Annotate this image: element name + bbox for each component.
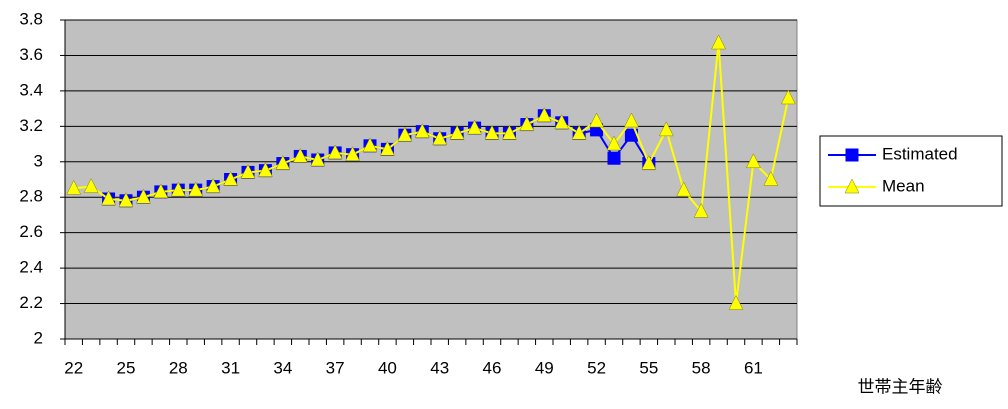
y-tick-label: 2: [34, 328, 43, 347]
marker: [83, 178, 99, 193]
x-tick-label: 58: [692, 358, 711, 377]
y-tick-label: 3.8: [19, 9, 43, 28]
x-tick-label: 55: [639, 358, 658, 377]
legend-label: Estimated: [882, 144, 958, 163]
x-tick-label: 28: [169, 358, 188, 377]
y-tick-label: 2.8: [19, 187, 43, 206]
x-tick-label: 43: [430, 358, 449, 377]
marker: [658, 121, 674, 137]
x-tick-label: 46: [483, 358, 502, 377]
legend-label: Mean: [882, 176, 925, 195]
marker: [780, 89, 796, 105]
marker: [310, 151, 326, 167]
marker: [763, 170, 779, 186]
x-tick-label: 61: [744, 358, 763, 377]
marker: [240, 163, 256, 179]
marker: [170, 181, 186, 197]
x-tick-label: 40: [378, 358, 397, 377]
marker: [484, 124, 500, 140]
x-tick-label: 22: [64, 358, 83, 377]
marker: [693, 202, 709, 218]
marker: [845, 148, 859, 162]
marker: [101, 190, 116, 206]
marker: [258, 162, 273, 177]
marker: [380, 140, 395, 156]
y-tick-label: 3.4: [19, 80, 43, 99]
marker: [607, 151, 621, 165]
marker: [676, 181, 692, 197]
marker: [449, 124, 465, 140]
marker: [624, 112, 639, 128]
legend-box: [819, 135, 1003, 207]
marker: [292, 147, 308, 163]
y-tick-label: 2.4: [19, 258, 43, 277]
marker: [746, 153, 761, 169]
marker: [66, 179, 82, 195]
marker: [345, 146, 360, 161]
x-tick-label: 52: [587, 358, 606, 377]
marker: [641, 154, 657, 170]
plot-area: [64, 19, 798, 340]
marker: [432, 130, 448, 145]
marker: [362, 137, 378, 153]
marker: [536, 107, 552, 122]
x-tick-label: 37: [326, 358, 345, 377]
marker: [711, 34, 726, 50]
marker: [397, 126, 413, 142]
y-tick-label: 3.6: [19, 45, 43, 64]
marker: [554, 114, 570, 130]
y-tick-label: 3.2: [19, 116, 43, 135]
marker: [327, 144, 343, 160]
marker: [118, 192, 134, 208]
marker: [589, 112, 604, 128]
marker: [136, 188, 151, 204]
x-axis-title: 世帯主年齢: [858, 377, 943, 396]
x-tick-label: 34: [273, 358, 292, 377]
marker: [728, 294, 744, 310]
marker: [844, 178, 860, 194]
legend: Estimated Mean: [819, 135, 1003, 207]
marker: [571, 124, 587, 140]
marker: [414, 123, 430, 138]
marker: [606, 135, 622, 151]
y-tick-label: 3: [34, 151, 43, 170]
y-tick-label: 2.2: [19, 293, 43, 312]
marker: [519, 116, 535, 131]
marker: [467, 119, 482, 135]
marker: [205, 178, 221, 193]
marker: [275, 154, 291, 170]
marker: [188, 181, 204, 197]
marker: [223, 170, 238, 186]
y-tick-label: 2.6: [19, 222, 43, 241]
marker: [502, 124, 517, 140]
marker: [153, 183, 169, 199]
x-tick-label: 31: [221, 358, 240, 377]
x-tick-label: 25: [117, 358, 136, 377]
x-tick-label: 49: [535, 358, 554, 377]
